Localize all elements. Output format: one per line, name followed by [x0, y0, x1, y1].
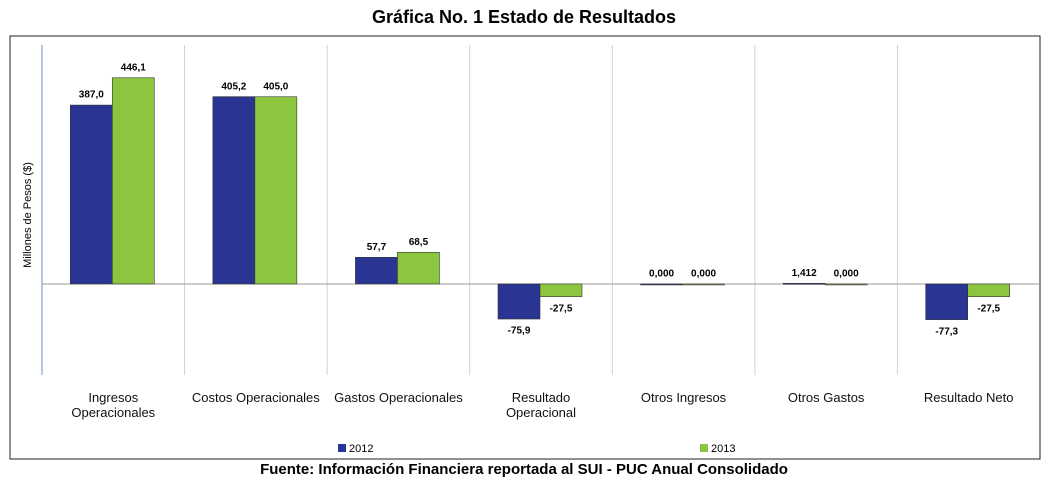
y-axis-label: Millones de Pesos ($) — [22, 162, 34, 268]
x-tick-label: Resultado Neto — [923, 390, 1014, 405]
bar — [640, 283, 683, 286]
bar — [254, 96, 298, 285]
data-label: 1,412 — [792, 268, 817, 279]
x-tick-label: Gastos Operacionales — [334, 390, 463, 405]
data-label: 405,2 — [221, 81, 246, 92]
bar — [497, 283, 541, 320]
x-tick-label: Resultado Operacional — [505, 390, 577, 420]
bar — [111, 77, 155, 285]
data-label: 405,0 — [263, 81, 288, 92]
data-label: -27,5 — [977, 303, 1000, 314]
bar — [682, 283, 725, 286]
bar — [355, 256, 398, 285]
x-tick-label: Ingresos Operacionales — [71, 390, 156, 420]
legend-label: 2013 — [711, 443, 735, 455]
bar — [539, 283, 583, 297]
chart-title: Gráfica No. 1 Estado de Resultados — [372, 7, 676, 27]
data-label: 446,1 — [121, 62, 146, 73]
data-label: 0,000 — [691, 269, 716, 280]
legend-label: 2012 — [349, 443, 373, 455]
bar — [782, 282, 826, 285]
frame — [9, 35, 1041, 460]
x-tick-label: Otros Gastos — [787, 390, 865, 405]
x-tick-label: Otros Ingresos — [640, 390, 727, 405]
legend-swatch — [700, 444, 708, 452]
source-note: Fuente: Información Financiera reportada… — [260, 461, 788, 477]
bar — [925, 283, 969, 320]
data-label: 0,000 — [649, 269, 674, 280]
bar — [824, 283, 868, 286]
bar — [397, 251, 440, 285]
data-label: -75,9 — [508, 326, 531, 337]
bar — [69, 104, 113, 285]
bar — [967, 283, 1011, 297]
data-label: 0,000 — [834, 269, 859, 280]
bar — [212, 96, 256, 285]
data-label: 57,7 — [367, 242, 387, 253]
data-label: 68,5 — [409, 237, 429, 248]
data-label: -27,5 — [550, 303, 573, 314]
legend-swatch — [338, 444, 346, 452]
data-label: 387,0 — [79, 90, 104, 101]
data-label: -77,3 — [935, 326, 958, 337]
x-tick-label: Costos Operacionales — [191, 390, 320, 405]
